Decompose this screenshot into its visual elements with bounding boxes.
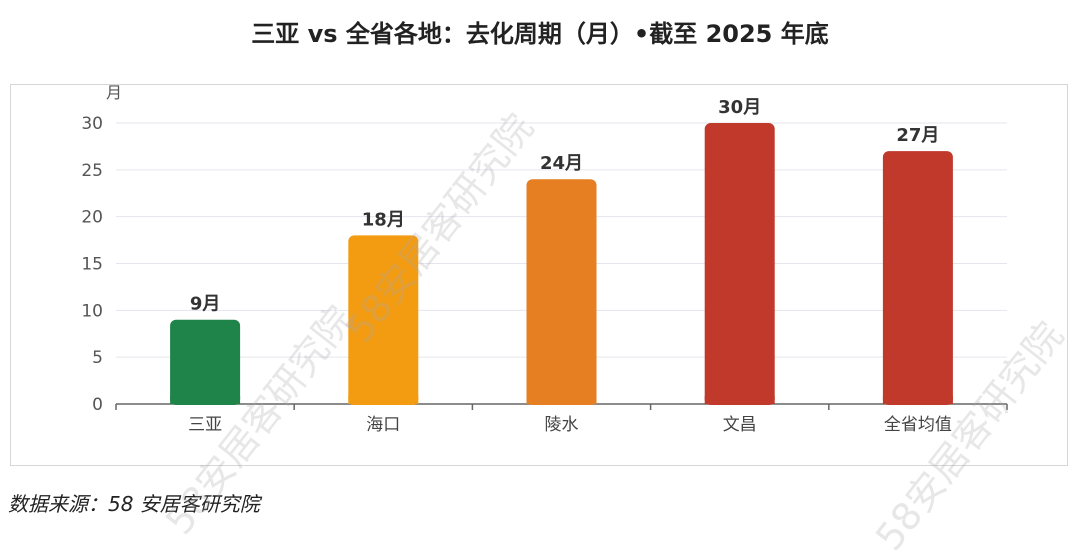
bar [348, 235, 419, 405]
data-label: 18月 [362, 209, 405, 230]
bar [882, 151, 953, 405]
y-tick-label: 5 [92, 348, 103, 368]
x-tick-label: 陵水 [545, 415, 579, 435]
y-tick-label: 20 [81, 208, 103, 228]
bar-base [704, 396, 775, 404]
data-label: 9月 [190, 294, 221, 315]
y-tick-label: 15 [81, 255, 103, 275]
data-label: 27月 [896, 125, 939, 146]
x-tick-label: 文昌 [723, 415, 757, 435]
bar-base [882, 396, 953, 404]
data-label: 30月 [718, 97, 761, 118]
y-tick-label: 30 [81, 114, 103, 134]
y-tick-label: 25 [81, 161, 103, 181]
x-tick-label: 三亚 [188, 415, 222, 435]
x-tick-label: 海口 [366, 415, 400, 435]
y-tick-label: 0 [92, 395, 103, 415]
bar [170, 319, 241, 405]
chart-title: 三亚 vs 全省各地：去化周期（月）•截至 2025 年底 [251, 20, 829, 48]
y-tick-label: 10 [81, 301, 103, 321]
bar-base [170, 396, 241, 404]
bar-base [526, 396, 597, 404]
bar-base [348, 396, 419, 404]
data-label: 24月 [540, 153, 583, 174]
bar [526, 179, 597, 405]
source-note: 数据来源：58 安居客研究院 [8, 492, 260, 516]
y-axis-label: 月 [106, 83, 122, 102]
bar [704, 123, 775, 405]
x-tick-label: 全省均值 [884, 415, 952, 435]
